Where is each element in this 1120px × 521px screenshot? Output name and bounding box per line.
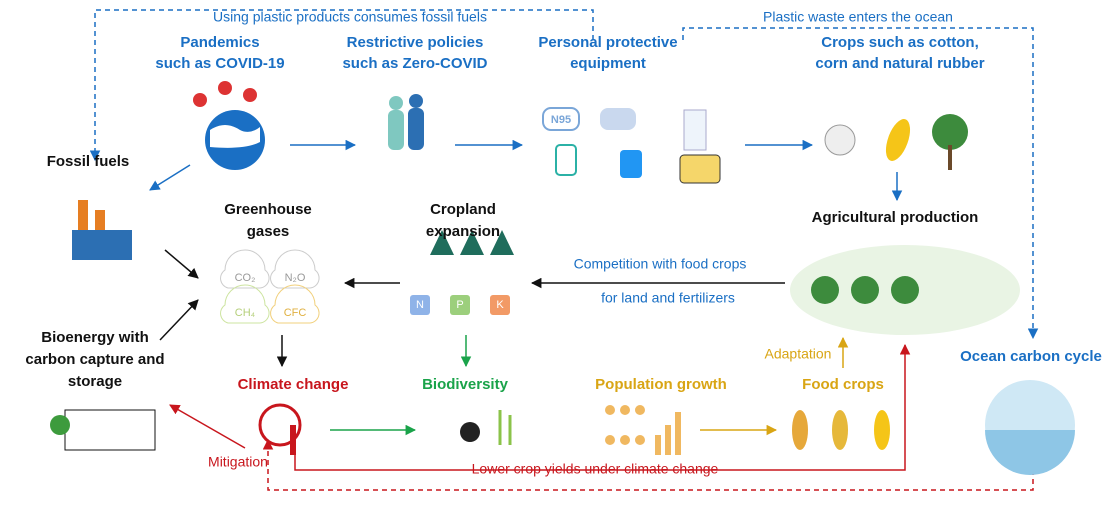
node-label: expansion — [426, 223, 500, 240]
node-label: Personal protective — [538, 34, 677, 51]
node-label: Greenhouse — [224, 201, 312, 218]
node-label: carbon capture and — [25, 351, 164, 368]
edge-label: Mitigation — [208, 454, 268, 470]
node-label: gases — [247, 223, 290, 240]
dashed-arrow — [682, 27, 1039, 340]
icon-label: CFC — [284, 307, 307, 319]
node-label: such as Zero-COVID — [342, 55, 487, 72]
node-label: Crops such as cotton, — [821, 34, 979, 51]
node-label: Pandemics — [180, 34, 259, 51]
node-label: Population growth — [595, 376, 727, 393]
edge-label: Plastic waste enters the ocean — [763, 9, 953, 25]
icons — [50, 81, 1075, 475]
node-label: Ocean carbon cycle — [960, 348, 1102, 365]
dashed-arrow — [262, 438, 1034, 491]
node-label: Food crops — [802, 376, 884, 393]
edge-label: Lower crop yields under climate change — [472, 461, 719, 477]
edge-label: Using plastic products consumes fossil f… — [213, 9, 487, 25]
icon-label: N₂O — [285, 272, 306, 284]
node-label: Fossil fuels — [47, 153, 130, 170]
edge-label: Adaptation — [765, 346, 832, 362]
icon-label: N — [416, 299, 424, 311]
node-label: storage — [68, 373, 122, 390]
node-label: corn and natural rubber — [815, 55, 984, 72]
icon-label: CO₂ — [235, 272, 256, 284]
node-label: Bioenergy with — [41, 329, 149, 346]
icon-label: N95 — [551, 114, 571, 126]
icon-label: K — [496, 299, 504, 311]
node-label: Restrictive policies — [347, 34, 484, 51]
node-label: Cropland — [430, 201, 496, 218]
edge-label: Competition with food crops — [574, 256, 747, 272]
node-label: Agricultural production — [812, 209, 979, 226]
node-label: equipment — [570, 55, 646, 72]
node-label: Biodiversity — [422, 376, 509, 393]
icon-label: P — [456, 299, 463, 311]
icon-label: CH₄ — [235, 307, 256, 319]
node-label: Climate change — [238, 376, 349, 393]
arrows — [149, 139, 911, 471]
dashed-arrow — [89, 9, 594, 162]
node-label: such as COVID-19 — [155, 55, 284, 72]
edge-label: for land and fertilizers — [601, 290, 735, 306]
